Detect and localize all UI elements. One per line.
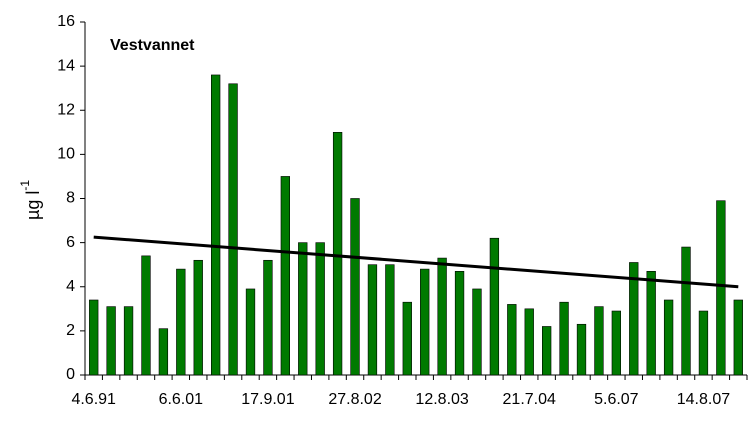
y-tick-label: 0 [66, 366, 75, 383]
bar [280, 176, 290, 376]
bar [228, 83, 238, 376]
bar [350, 198, 360, 376]
bar [646, 271, 656, 376]
bar [489, 237, 500, 376]
y-label-superscript: -1 [18, 180, 32, 191]
bar [629, 262, 639, 376]
bar [263, 259, 273, 376]
y-tick-label: 16 [57, 13, 75, 30]
bar [176, 268, 186, 376]
y-tick-label: 8 [66, 190, 75, 207]
bar [542, 326, 552, 376]
bar [141, 255, 151, 376]
bar [524, 308, 534, 376]
bar [332, 132, 343, 376]
y-tick-label: 4 [66, 278, 75, 295]
trend-line [93, 235, 739, 289]
y-tick-label: 10 [57, 146, 75, 163]
bar [698, 310, 709, 376]
bar [245, 288, 256, 376]
bar [716, 200, 726, 376]
bar [158, 328, 169, 376]
x-tick-label: 21.7.04 [503, 391, 556, 408]
bar [193, 259, 203, 376]
y-tick-label: 14 [57, 57, 75, 74]
bar [420, 268, 430, 376]
bar [367, 264, 378, 376]
bar [594, 306, 604, 376]
y-tick-label: 2 [66, 322, 75, 339]
x-tick-label: 14.8.07 [677, 391, 730, 408]
bar [298, 242, 308, 376]
y-tick-label: 12 [57, 101, 75, 118]
bar [611, 310, 621, 376]
x-tick-label: 27.8.02 [328, 391, 381, 408]
bar [472, 288, 482, 376]
chart-title: Vestvannet [110, 37, 195, 54]
bar [733, 299, 743, 376]
bar [681, 246, 691, 376]
bar [663, 299, 674, 376]
bar [89, 299, 99, 376]
x-tick-label: 5.6.07 [594, 391, 639, 408]
y-tick-label: 6 [66, 234, 75, 251]
y-label-text: µg l [23, 191, 43, 220]
bar [211, 74, 221, 376]
bar [385, 264, 395, 376]
bar [507, 304, 517, 376]
bar [559, 301, 569, 376]
x-tick-label: 12.8.03 [415, 391, 468, 408]
x-tick-label: 6.6.01 [159, 391, 204, 408]
bar [315, 242, 325, 376]
y-axis-label: µg l-1 [18, 180, 43, 220]
bar [402, 301, 412, 376]
bar [576, 323, 587, 376]
x-tick-label: 17.9.01 [241, 391, 294, 408]
bar [123, 306, 134, 376]
bar [437, 257, 447, 376]
bar [106, 306, 116, 376]
bar [454, 271, 465, 376]
x-tick-label: 4.6.91 [71, 391, 116, 408]
